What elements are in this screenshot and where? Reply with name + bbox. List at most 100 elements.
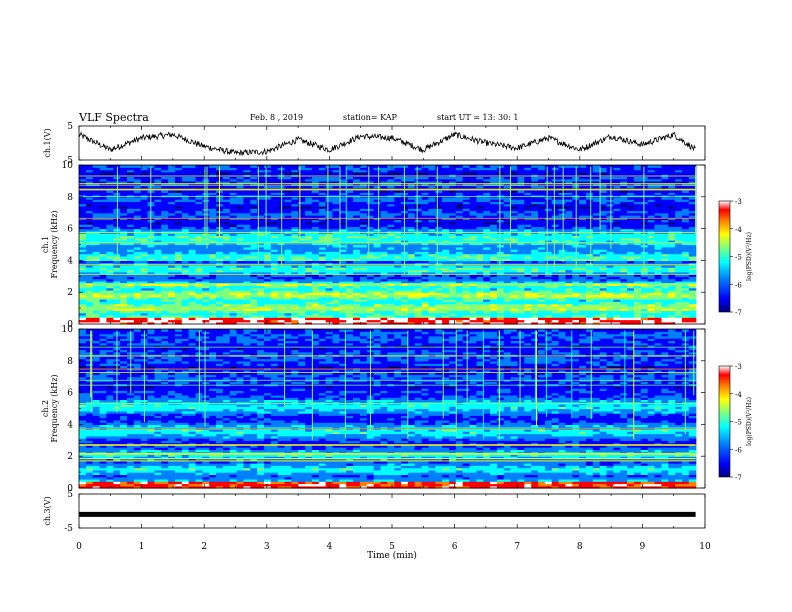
spectrogram-cell (517, 294, 525, 298)
spectrogram-cell (243, 289, 251, 293)
spectrogram-cell (592, 317, 601, 321)
spectrogram-cell (538, 210, 546, 214)
spectrogram-cell (654, 260, 662, 264)
spectrogram-cell (469, 255, 477, 259)
spectrogram-cell (627, 308, 635, 311)
spectrogram-cell (517, 312, 525, 316)
spectrogram-cell (510, 249, 519, 252)
spectrogram-cell (298, 264, 306, 268)
spectrogram-cell (359, 310, 368, 314)
spectrogram-cell (257, 308, 265, 311)
spectrogram-cell (483, 289, 491, 293)
spectrogram-cell (346, 244, 354, 248)
spectrogram-cell (243, 228, 251, 232)
spectrogram-cell (496, 212, 505, 216)
spectrogram-cell (318, 221, 327, 225)
spectrogram-cell (202, 210, 210, 214)
spectrogram-cell (421, 312, 430, 316)
spectrogram-cell (688, 267, 697, 271)
spectrogram-cell (270, 319, 279, 323)
spectrogram-cell (544, 296, 553, 300)
spectrogram-cell (188, 314, 197, 318)
spectrogram-cell (633, 255, 642, 259)
spectrogram-cell (222, 251, 231, 255)
spectrogram-cell (558, 199, 567, 202)
spectrogram-cell (161, 292, 169, 296)
spectrogram-cell (688, 296, 697, 300)
spectrogram-cell (325, 317, 334, 321)
spectrogram-cell (681, 296, 690, 300)
spectrogram-cell (661, 308, 669, 311)
spectrogram-cell (359, 221, 368, 225)
spectrogram-cell (127, 274, 135, 277)
spectrogram-cell (154, 299, 162, 302)
spectrogram-cell (298, 212, 306, 216)
spectrogram-cell (243, 255, 251, 259)
spectrogram-cell (599, 235, 608, 239)
spectrogram-cell (414, 280, 423, 284)
spectrogram-cell (174, 226, 183, 230)
spectrogram-cell (435, 317, 443, 321)
spectrogram-cell (620, 285, 628, 289)
spectrogram-cell (407, 299, 416, 302)
spectrogram-cell (270, 249, 279, 252)
spectrogram-cell (661, 228, 669, 232)
spectrogram-cell (435, 280, 443, 284)
spectrogram-cell (565, 287, 573, 291)
spectrogram-cell (394, 308, 402, 311)
spectrogram-cell (640, 226, 649, 230)
spectrogram-cell (284, 310, 292, 314)
spectrogram-cell (291, 199, 299, 202)
spectrogram-cell (154, 301, 162, 305)
spectrogram-cell (305, 233, 313, 236)
spectrogram-cell (620, 260, 628, 264)
spectrogram-cell (168, 289, 176, 293)
spectrogram-cell (565, 219, 573, 223)
spectrogram-cell (209, 285, 217, 289)
spectrogram-cell (161, 255, 169, 259)
spectrogram-cell (538, 228, 546, 232)
spectrogram-cell (442, 301, 450, 305)
spectrogram-cell (332, 310, 340, 314)
spectrogram-cell (216, 301, 224, 305)
spectrogram-cell (298, 301, 306, 305)
spectrogram-cell (620, 208, 628, 212)
spectrogram-cell (284, 228, 292, 232)
spectrogram-cell (311, 294, 320, 298)
spectrogram-cell (222, 264, 231, 268)
spectrogram-cell (538, 212, 546, 216)
spectrogram-cell (106, 264, 114, 268)
spectrogram-cell (106, 274, 114, 277)
spectrogram-cell (599, 249, 608, 252)
spectrogram-cell (113, 262, 121, 266)
spectrogram-cell (586, 219, 594, 223)
spectrogram-cell (483, 260, 491, 264)
spectrogram-cell (606, 301, 614, 305)
spectrogram-cell (421, 283, 430, 286)
spectrogram-cell (229, 264, 238, 268)
spectrogram-cell (455, 219, 464, 223)
spectrogram-cell (592, 269, 601, 273)
spectrogram-cell (503, 255, 512, 259)
spectrogram-cell (647, 292, 656, 296)
spectrogram-cell (140, 224, 149, 227)
spectrogram-cell (222, 308, 231, 311)
spectrogram-cell (113, 287, 121, 291)
spectrogram-cell (174, 228, 183, 232)
spectrogram-cell (222, 249, 231, 252)
spectrogram-cell (298, 280, 306, 284)
spectrogram-cell (449, 283, 457, 286)
spectrogram-cell (318, 253, 327, 257)
spectrogram-cell (318, 276, 327, 280)
spectrogram-cell (407, 240, 416, 243)
spectrogram-cell (606, 203, 614, 207)
spectrogram-cell (469, 246, 477, 250)
spectrogram-cell (264, 260, 272, 264)
spectrogram-cell (380, 221, 388, 225)
spectrogram-cell (85, 271, 94, 275)
spectrogram-cell (476, 267, 484, 271)
spectrogram-cell (531, 301, 539, 305)
spectrogram-cell (373, 303, 382, 307)
spectrogram-cell (168, 237, 176, 241)
spectrogram-cell (599, 258, 608, 261)
